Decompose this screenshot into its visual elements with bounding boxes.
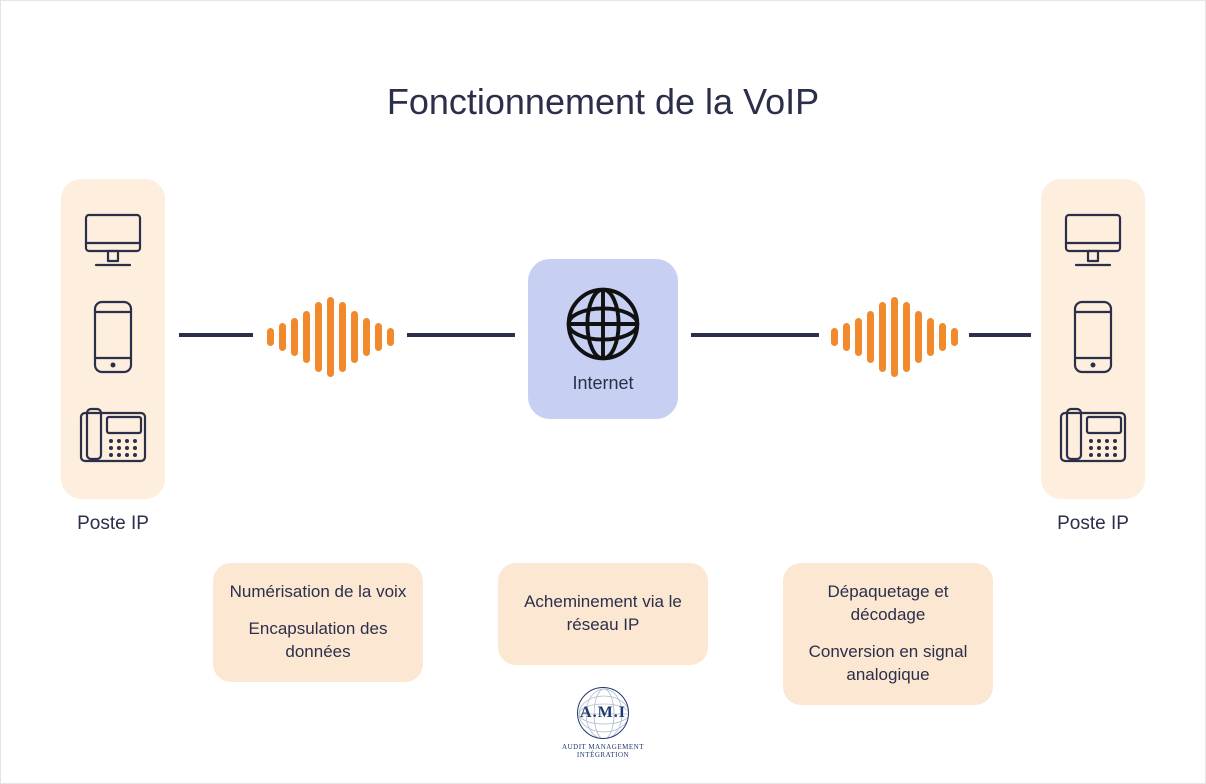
monitor-icon [80, 211, 146, 271]
step-3-line-2: Conversion en signal analogique [797, 641, 979, 687]
internet-label: Internet [572, 373, 633, 394]
monitor-icon [1060, 211, 1126, 271]
audio-wave-left-icon [267, 297, 394, 377]
company-logo: A.M.I Audit Management Intégration [562, 687, 644, 759]
endpoint-right-panel [1041, 179, 1145, 499]
step-1-line-1: Numérisation de la voix [227, 581, 409, 604]
step-2-line-1: Acheminement via le réseau IP [512, 591, 694, 637]
page-title: Fonctionnement de la VoIP [1, 81, 1205, 123]
connector-line [691, 333, 819, 337]
internet-node: Internet [528, 259, 678, 419]
step-3-line-1: Dépaquetage et décodage [797, 581, 979, 627]
desk-phone-icon [77, 403, 149, 467]
step-1-line-2: Encapsulation des données [227, 618, 409, 664]
logo-line-1: Audit Management [562, 743, 644, 751]
phone-mobile-icon [1069, 298, 1117, 376]
step-box-3: Dépaquetage et décodage Conversion en si… [783, 563, 993, 705]
endpoint-left-label: Poste IP [61, 513, 165, 535]
logo-globe-icon: A.M.I [577, 687, 629, 739]
desk-phone-icon [1057, 403, 1129, 467]
step-box-2: Acheminement via le réseau IP [498, 563, 708, 665]
audio-wave-right-icon [831, 297, 958, 377]
phone-mobile-icon [89, 298, 137, 376]
logo-line-2: Intégration [562, 751, 644, 759]
connector-line [969, 333, 1031, 337]
endpoint-left-panel [61, 179, 165, 499]
connector-line [407, 333, 515, 337]
logo-abbr: A.M.I [580, 704, 626, 722]
connector-line [179, 333, 253, 337]
globe-icon [564, 285, 642, 363]
endpoint-right-label: Poste IP [1041, 513, 1145, 535]
step-box-1: Numérisation de la voix Encapsulation de… [213, 563, 423, 682]
